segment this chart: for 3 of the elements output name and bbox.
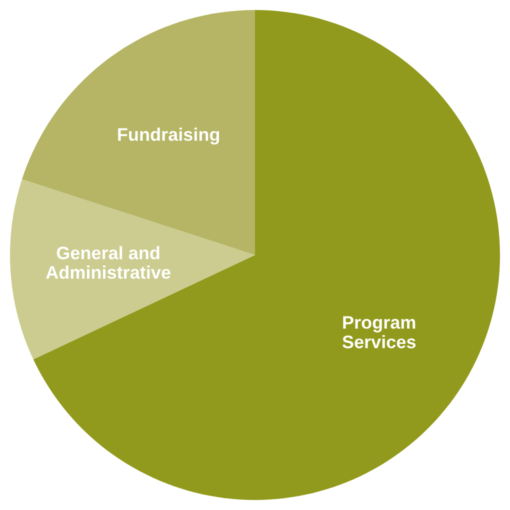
slice-label: Program Services	[342, 316, 416, 348]
slice-label: Fundraising	[118, 128, 220, 145]
slice-label: General and Administrative	[46, 246, 170, 279]
